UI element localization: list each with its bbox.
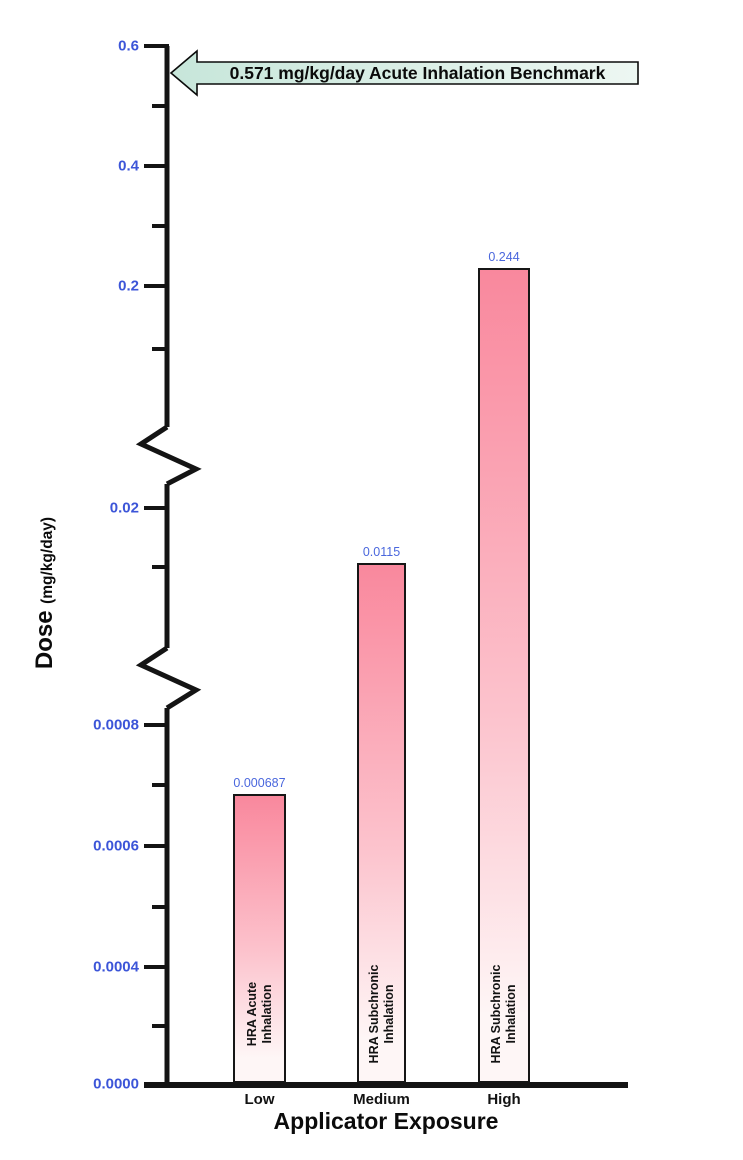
- y-tick-label-0.0006: 0.0006: [93, 837, 139, 855]
- y-axis-title: Dose (mg/kg/day): [31, 517, 59, 669]
- y-tick-label-0.6: 0.6: [118, 37, 139, 55]
- bar-annotation-line: Inhalation: [381, 984, 396, 1044]
- bar-low: [233, 794, 286, 1083]
- bar-annotation-line: HRA Subchronic: [366, 964, 381, 1064]
- bar-annotation-high: HRA Subchronic Inhalation: [489, 949, 519, 1079]
- y-tick-label-0.0004: 0.0004: [93, 958, 139, 976]
- y-axis-break-1: [135, 645, 202, 711]
- y-tick-label-0.2: 0.2: [118, 277, 139, 295]
- x-axis-title: Applicator Exposure: [273, 1108, 499, 1134]
- bar-annotation-line: HRA Acute: [244, 981, 259, 1047]
- y-tick-label-0.0000: 0.0000: [93, 1075, 139, 1093]
- bar-value-label-low: 0.000687: [233, 776, 286, 790]
- y-tick-label-0.0008: 0.0008: [93, 716, 139, 734]
- y-tick-label-0.02: 0.02: [109, 499, 139, 517]
- bar-annotation-line: HRA Subchronic: [489, 964, 503, 1064]
- bar-annotation-line: Inhalation: [504, 984, 518, 1044]
- category-label-medium: Medium: [353, 1091, 410, 1108]
- bar-annotation-line: Inhalation: [259, 984, 274, 1044]
- y-tick-label-0.4: 0.4: [118, 157, 139, 175]
- bar-annotation-low: HRA Acute Inhalation: [245, 949, 275, 1079]
- bar-value-label-medium: 0.0115: [362, 545, 401, 559]
- category-label-low: Low: [244, 1091, 275, 1108]
- bar-high: [478, 268, 530, 1083]
- benchmark-arrow: [169, 49, 639, 97]
- category-label-high: High: [487, 1091, 521, 1108]
- bar-medium: [357, 563, 406, 1083]
- bar-annotation-medium: HRA Subchronic Inhalation: [367, 949, 397, 1079]
- y-axis-break-0: [135, 424, 202, 487]
- benchmark-arrow-label: 0.571 mg/kg/day Acute Inhalation Benchma…: [229, 63, 606, 83]
- y-axis-title-main: Dose: [31, 610, 58, 670]
- bar-value-label-high: 0.244: [488, 250, 520, 264]
- y-axis-title-unit: (mg/kg/day): [39, 516, 56, 604]
